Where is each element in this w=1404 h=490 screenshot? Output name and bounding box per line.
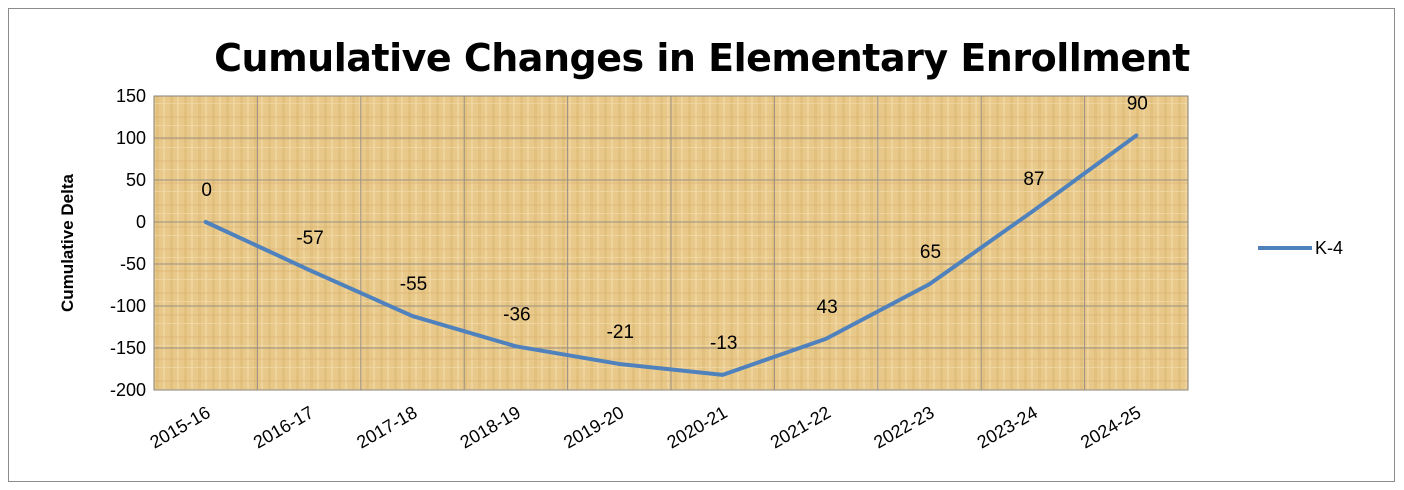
data-label: -55 [400, 274, 427, 295]
y-axis-label: Cumulative Delta [58, 173, 77, 311]
y-tick-label: 100 [116, 128, 146, 148]
legend-label-k-4: K-4 [1315, 238, 1343, 258]
series-line-k-4 [203, 133, 1139, 377]
data-label: 0 [201, 180, 212, 201]
data-label: 65 [920, 242, 941, 263]
x-tick-label: 2016-17 [250, 402, 317, 452]
x-tick-label: 2020-21 [663, 402, 730, 452]
y-tick-label: -200 [110, 380, 146, 400]
data-label: -36 [503, 304, 530, 325]
y-tick-label: 50 [126, 170, 146, 190]
plot-border [153, 95, 1189, 391]
data-label: 43 [817, 297, 838, 318]
x-tick-label: 2024-25 [1077, 402, 1144, 452]
data-label: 87 [1023, 169, 1044, 190]
data-label: -13 [710, 333, 737, 354]
x-tick-label: 2021-22 [767, 402, 834, 452]
x-tick-label: 2019-20 [560, 402, 627, 452]
y-tick-label: 150 [116, 86, 146, 106]
data-label: -57 [296, 228, 323, 249]
y-tick-label: -150 [110, 338, 146, 358]
y-tick-label: 0 [136, 212, 146, 232]
data-label: 90 [1127, 93, 1148, 114]
x-tick-label: 2015-16 [146, 402, 213, 452]
x-tick-label: 2023-24 [974, 402, 1041, 452]
x-tick-label: 2022-23 [870, 402, 937, 452]
x-tick-label: 2017-18 [353, 402, 420, 452]
data-label: -21 [607, 322, 634, 343]
x-tick-label: 2018-19 [457, 402, 524, 452]
chart-title: Cumulative Changes in Elementary Enrollm… [214, 36, 1190, 80]
y-tick-label: -100 [110, 296, 146, 316]
y-tick-label: -50 [120, 254, 146, 274]
